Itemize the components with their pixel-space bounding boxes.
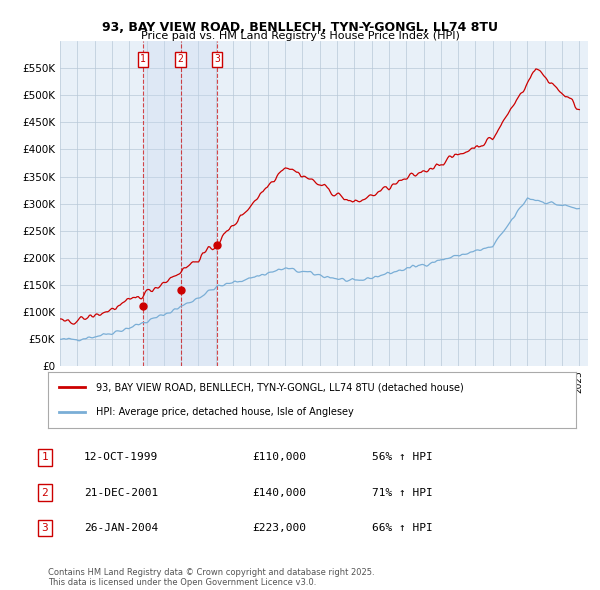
Text: £223,000: £223,000 <box>252 523 306 533</box>
Text: Contains HM Land Registry data © Crown copyright and database right 2025.
This d: Contains HM Land Registry data © Crown c… <box>48 568 374 587</box>
Text: Price paid vs. HM Land Registry's House Price Index (HPI): Price paid vs. HM Land Registry's House … <box>140 31 460 41</box>
Text: 3: 3 <box>214 54 220 64</box>
Text: 93, BAY VIEW ROAD, BENLLECH, TYN-Y-GONGL, LL74 8TU: 93, BAY VIEW ROAD, BENLLECH, TYN-Y-GONGL… <box>102 21 498 34</box>
Text: 2: 2 <box>178 54 184 64</box>
Text: 66% ↑ HPI: 66% ↑ HPI <box>372 523 433 533</box>
Text: 12-OCT-1999: 12-OCT-1999 <box>84 453 158 462</box>
Text: £110,000: £110,000 <box>252 453 306 462</box>
Text: £140,000: £140,000 <box>252 488 306 497</box>
Text: 1: 1 <box>140 54 146 64</box>
Text: 2: 2 <box>41 488 49 497</box>
Text: 1: 1 <box>41 453 49 462</box>
Text: 56% ↑ HPI: 56% ↑ HPI <box>372 453 433 462</box>
Text: 93, BAY VIEW ROAD, BENLLECH, TYN-Y-GONGL, LL74 8TU (detached house): 93, BAY VIEW ROAD, BENLLECH, TYN-Y-GONGL… <box>95 382 463 392</box>
Text: 3: 3 <box>41 523 49 533</box>
Text: HPI: Average price, detached house, Isle of Anglesey: HPI: Average price, detached house, Isle… <box>95 407 353 417</box>
Text: 71% ↑ HPI: 71% ↑ HPI <box>372 488 433 497</box>
Bar <box>143 41 217 366</box>
Text: 26-JAN-2004: 26-JAN-2004 <box>84 523 158 533</box>
Text: 21-DEC-2001: 21-DEC-2001 <box>84 488 158 497</box>
